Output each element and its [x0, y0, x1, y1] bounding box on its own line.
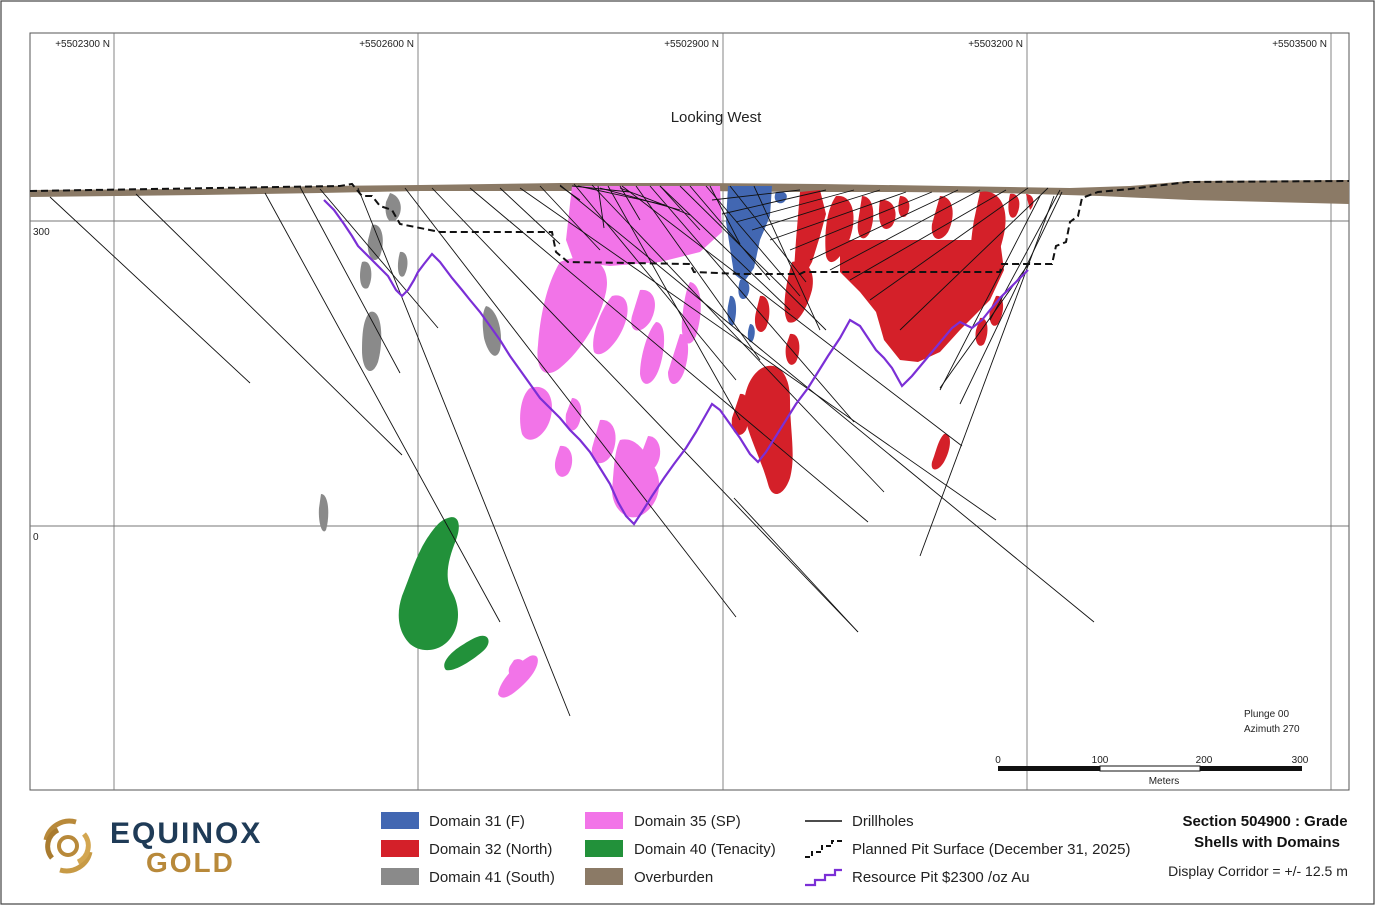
- drillhole-trace: [559, 185, 581, 201]
- drillhole-trace: [679, 185, 827, 331]
- drillhole-trace: [659, 185, 791, 311]
- legend-label-overburden: Overburden: [634, 869, 713, 886]
- drillhole-trace: [49, 196, 251, 384]
- section-map-frame: [29, 32, 1350, 791]
- logo-word-gold: GOLD: [146, 847, 235, 878]
- drillhole-trace: [829, 189, 981, 271]
- drillhole-trace: [709, 185, 741, 245]
- scale-tick-100: 100: [1092, 755, 1109, 766]
- drillhole-trace: [753, 185, 821, 331]
- drillhole-trace: [319, 188, 439, 329]
- northing-label: +5502300 N: [55, 39, 110, 50]
- drillhole-trace: [469, 187, 869, 523]
- legend-swatch-domain-41: [381, 868, 419, 885]
- drillhole-trace: [649, 185, 855, 423]
- drillholes: [49, 183, 1095, 717]
- domain-35-shells: [498, 186, 722, 698]
- drillhole-trace: [619, 187, 691, 216]
- drillhole-trace: [264, 192, 501, 623]
- drillhole-trace: [939, 195, 1041, 391]
- drillhole-trace: [404, 187, 737, 618]
- northing-label: +5502900 N: [664, 39, 719, 50]
- drillhole-trace: [705, 185, 801, 297]
- legend-label-domain-40: Domain 40 (Tenacity): [634, 841, 776, 858]
- drillhole-trace: [621, 185, 963, 447]
- elevation-label-0: 0: [33, 532, 39, 543]
- drillhole-trace: [591, 184, 885, 493]
- drillhole-trace: [769, 191, 907, 241]
- section-title-line-1: Section 504900 : Grade: [1182, 813, 1347, 830]
- drillhole-trace: [431, 187, 859, 633]
- drillhole-trace: [721, 189, 827, 215]
- legend-label-resource-pit: Resource Pit $2300 /oz Au: [852, 869, 1030, 886]
- drillhole-trace: [729, 185, 807, 283]
- drillhole-trace: [635, 185, 761, 361]
- legend-label-domain-35: Domain 35 (SP): [634, 813, 741, 830]
- scale-tick-0: 0: [995, 755, 1001, 766]
- legend-label-domain-31: Domain 31 (F): [429, 813, 525, 830]
- drillhole-trace: [597, 185, 605, 229]
- drillhole-trace: [577, 185, 666, 206]
- legend-label-planned-pit: Planned Pit Surface (December 31, 2025): [852, 841, 1131, 858]
- domain-41-shells: [318, 193, 502, 532]
- legend-swatch-domain-32: [381, 840, 419, 857]
- purple-step-line-icon: [805, 868, 842, 887]
- northing-label: +5503500 N: [1272, 39, 1327, 50]
- legend-swatch-domain-35: [585, 812, 623, 829]
- drillhole-trace: [735, 189, 855, 223]
- overburden-layer: [30, 180, 1349, 204]
- drillhole-trace: [135, 193, 403, 456]
- scale-tick-300: 300: [1292, 755, 1309, 766]
- legend-label-drillholes: Drillholes: [852, 813, 914, 830]
- resource-pit: [323, 199, 1029, 526]
- plunge-label: Plunge 00: [1244, 709, 1289, 720]
- drillhole-trace: [607, 185, 741, 421]
- drillhole-trace: [869, 187, 1029, 301]
- northing-label: +5503200 N: [968, 39, 1023, 50]
- logo-word-equinox: EQUINOX: [110, 817, 262, 850]
- view-direction-label: Looking West: [671, 109, 762, 126]
- drillhole-trace: [499, 187, 561, 245]
- drillhole-trace: [899, 187, 1049, 331]
- equinox-gold-logo: EQUINOX GOLD: [43, 817, 262, 878]
- drillhole-trace: [539, 185, 601, 251]
- drillhole-trace: [733, 497, 859, 633]
- legend-swatch-domain-40: [585, 840, 623, 857]
- northing-label: +5502600 N: [359, 39, 414, 50]
- legend-label-domain-32: Domain 32 (North): [429, 841, 552, 858]
- drillhole-trace: [809, 189, 959, 261]
- drillhole-trace: [789, 191, 933, 251]
- domain-40-shells: [398, 517, 489, 671]
- legend-swatch-overburden: [585, 868, 623, 885]
- drillhole-trace: [599, 187, 681, 211]
- planned-pit-surface: [29, 180, 1350, 275]
- section-title-line-2: Shells with Domains: [1194, 834, 1340, 851]
- drillhole-trace: [989, 189, 1061, 321]
- drillhole-trace: [849, 189, 1007, 281]
- elevation-label-300: 300: [33, 227, 50, 238]
- drillhole-trace: [689, 185, 771, 281]
- drillhole-trace: [659, 185, 701, 231]
- legend: Domain 31 (F) Domain 32 (North) Domain 4…: [381, 812, 1131, 887]
- drillhole-trace: [573, 183, 737, 381]
- drillhole-trace: [751, 189, 881, 231]
- legend-label-domain-41: Domain 41 (South): [429, 869, 555, 886]
- dashed-step-line-icon: [805, 840, 842, 858]
- drillhole-trace: [711, 189, 801, 201]
- drillhole-trace: [519, 187, 997, 521]
- scale-bar: 0 100 200 300 Meters: [995, 755, 1309, 787]
- drillhole-trace: [357, 187, 571, 717]
- scale-tick-200: 200: [1196, 755, 1213, 766]
- drillhole-trace: [299, 186, 401, 374]
- scale-unit: Meters: [1149, 776, 1180, 787]
- display-corridor-label: Display Corridor = +/- 12.5 m: [1168, 863, 1348, 879]
- azimuth-label: Azimuth 270: [1244, 724, 1300, 735]
- legend-swatch-domain-31: [381, 812, 419, 829]
- drillhole-trace: [959, 191, 1063, 405]
